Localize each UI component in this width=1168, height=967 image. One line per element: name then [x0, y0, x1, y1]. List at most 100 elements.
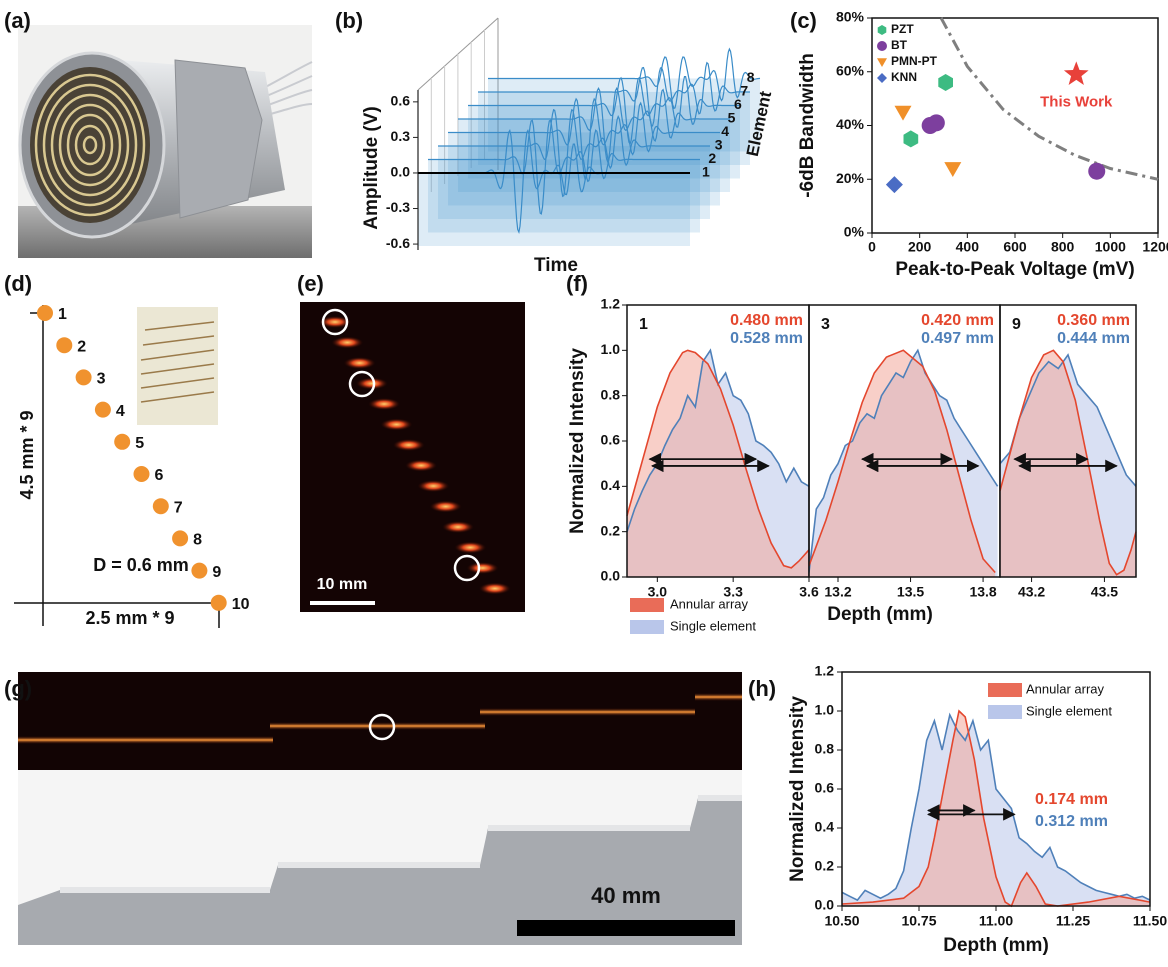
waveform-illustration [428, 119, 700, 215]
element-point [114, 433, 131, 450]
element-label: 7 [174, 499, 183, 516]
legend-marker [877, 25, 887, 35]
line [808, 348, 999, 573]
y-tick-label: -0.3 [386, 199, 410, 215]
width-label: 0.312 mm [1035, 813, 1108, 830]
y-tick-label: 0.6 [815, 780, 835, 796]
element-plane [428, 159, 700, 233]
y-axis-label: Amplitude (V) [361, 106, 382, 230]
z-tick-label: 1 [702, 164, 710, 180]
panel-label: (f) [566, 271, 588, 296]
x-tick-label: 3.6 [799, 584, 819, 600]
y-tick-label: 60% [836, 62, 865, 78]
legend-swatch [988, 683, 1022, 697]
point [894, 105, 912, 121]
scan-strip [18, 672, 742, 770]
echo-spot [417, 480, 450, 492]
x-tick-label: 200 [908, 239, 932, 255]
dimension-label: 2.5 mm * 9 [85, 608, 174, 628]
z-tick-label: 8 [747, 69, 755, 85]
panel-label: (a) [4, 8, 31, 33]
x-tick-label: 13.5 [897, 584, 924, 600]
legend-label: Single element [670, 618, 756, 633]
element-label: 8 [193, 532, 202, 549]
point [1063, 61, 1089, 85]
legend-label: Single element [1026, 703, 1112, 718]
element-point [75, 369, 92, 386]
y-tick-label: 0.2 [815, 858, 835, 874]
highlight-circle [348, 370, 376, 398]
waveform-illustration [478, 61, 750, 127]
z-tick-label: 2 [708, 150, 716, 166]
y-tick-label: 0.6 [601, 432, 621, 448]
element-point [210, 594, 227, 611]
x-tick-label: 0 [868, 239, 876, 255]
echo-spot [331, 336, 364, 349]
width-label: 0.444 mm [1057, 330, 1130, 347]
echo-spot [392, 439, 425, 451]
element-label: 6 [155, 467, 164, 484]
panel-sublabel: 3 [821, 316, 830, 333]
x-tick-label: 600 [1003, 239, 1027, 255]
y-tick-label: 0.0 [815, 897, 835, 913]
z-tick-label: 6 [734, 96, 742, 112]
y-axis-label: -6dB Bandwidth [797, 53, 818, 198]
panel-label: (e) [297, 271, 324, 296]
legend-marker [877, 58, 887, 67]
element-point [94, 401, 111, 418]
y-tick-label: 1.2 [815, 663, 835, 679]
echo-spot [429, 500, 462, 513]
y-tick-label: 0.8 [815, 741, 835, 757]
element-point [56, 337, 73, 354]
y-tick-label: 0.3 [391, 128, 411, 144]
point [944, 162, 962, 177]
panel-sublabel: 1 [639, 316, 648, 333]
x-axis-label: Depth (mm) [943, 935, 1049, 956]
z-tick-label: 4 [721, 123, 729, 139]
dimension-label: 4.5 mm * 9 [17, 410, 37, 499]
width-label: 0.528 mm [730, 330, 803, 347]
legend-label: PMN-PT [891, 54, 938, 68]
element-point [37, 305, 53, 321]
z-tick-label: 5 [728, 110, 736, 126]
z-tick-label: 7 [740, 83, 748, 99]
line [999, 349, 1137, 576]
x-tick-label: 13.2 [824, 584, 851, 600]
panel-label: (g) [4, 676, 32, 701]
scale-label: 10 mm [317, 576, 368, 593]
echo-spot [442, 521, 474, 533]
element-label: 1 [58, 306, 67, 323]
scale-bar [517, 920, 735, 936]
y-tick-label: 0.2 [601, 522, 621, 538]
highlight-circle [321, 308, 349, 336]
x-tick-label: 43.2 [1018, 584, 1045, 600]
legend-label: BT [891, 38, 908, 52]
x-tick-label: 400 [956, 239, 980, 255]
element-point [191, 562, 208, 579]
point [885, 176, 903, 194]
panel-sublabel: 9 [1012, 316, 1021, 333]
point [1088, 162, 1106, 180]
waveform-illustration [458, 86, 730, 164]
line [626, 349, 810, 569]
highlight-circle [453, 554, 481, 582]
echo-spot [405, 459, 438, 472]
legend-swatch [988, 705, 1022, 719]
echo-spot [478, 582, 511, 595]
echo-spot [319, 316, 351, 328]
y-tick-label: 0.4 [815, 819, 835, 835]
y-tick-label: -0.6 [386, 235, 410, 251]
y-tick-label: 0.6 [391, 93, 411, 109]
annotation: This Work [1040, 93, 1113, 110]
y-tick-label: 0% [844, 224, 865, 240]
line [841, 712, 1151, 902]
point [938, 74, 953, 91]
scale-label: 40 mm [591, 883, 661, 908]
panel-label: (b) [335, 8, 363, 33]
x-tick-label: 11.50 [1133, 913, 1167, 929]
element-label: 4 [116, 403, 125, 420]
panel-label: (d) [4, 271, 32, 296]
element-label: 10 [232, 596, 250, 613]
